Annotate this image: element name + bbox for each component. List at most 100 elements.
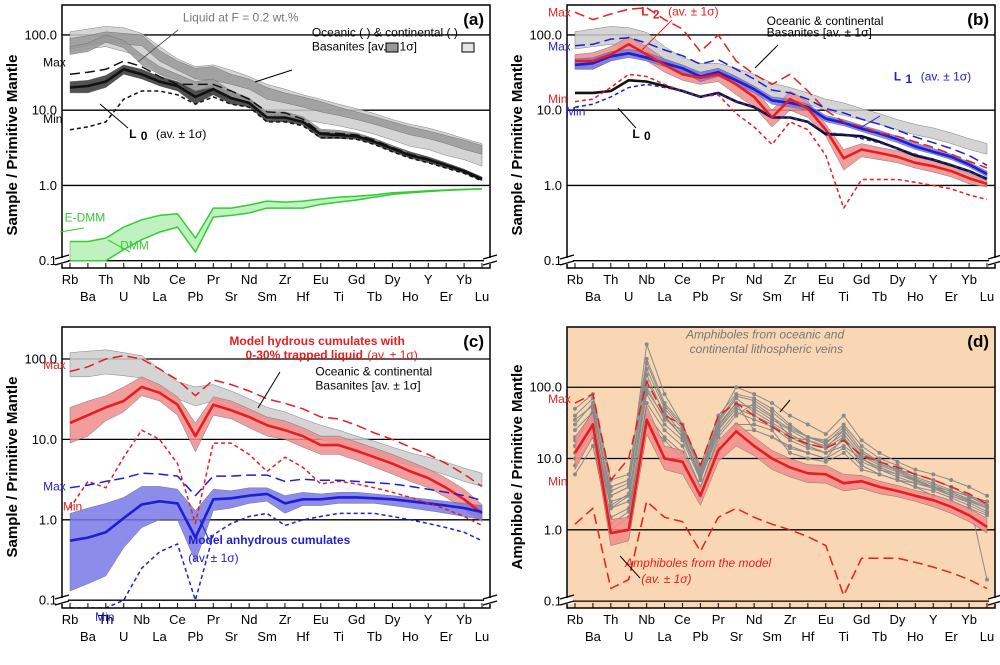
panel-d-amph-point xyxy=(859,463,864,468)
panel-d-amph-point xyxy=(931,472,936,477)
panel-c-xtick-label-Lu: Lu xyxy=(475,629,489,644)
panel-b-band-2 xyxy=(574,48,988,178)
panel-d-amph-point xyxy=(644,388,649,393)
panel-a-band-2 xyxy=(69,64,483,182)
panel-d-amph-point xyxy=(985,493,989,498)
panel-a-annotation-9: DMM xyxy=(120,239,149,253)
connector-basanites-b xyxy=(754,44,779,69)
panel-d-frame xyxy=(566,326,996,609)
panel-d-amph-point xyxy=(787,413,792,418)
panel-d-annotations: Max Min Amphiboles from oceanic andcontine… xyxy=(548,328,844,586)
panel-d-ytick-label: 10.0 xyxy=(537,451,562,466)
panel-c-series-dotted-8 xyxy=(70,512,483,608)
panel-d-amph-point xyxy=(590,443,595,448)
panel-c-axis-break-gap xyxy=(56,598,68,604)
panel-a-xtick-label-Zr: Zr xyxy=(279,272,292,287)
panel-b-xtick-label-Ce: Ce xyxy=(674,272,691,287)
panel-a-axis-break-right xyxy=(482,254,498,266)
panel-d-amph-point xyxy=(805,438,810,443)
panel-b-xtick-label-Ti: Ti xyxy=(839,289,849,304)
panel-b-xtick-label-Nd: Nd xyxy=(746,272,763,287)
panel-b-annotation-11: (av. ± 1σ) xyxy=(921,69,971,83)
panel-d-amph-point xyxy=(841,432,846,437)
panel-d-amph-point xyxy=(734,413,739,418)
panel-d-xtick-label-U: U xyxy=(624,629,633,644)
panel-d-xtick-label-Lu: Lu xyxy=(980,629,994,644)
panel-b-annotation-13: 0 xyxy=(644,129,651,143)
panel-c-series-mean-3 xyxy=(69,385,483,515)
panel-a-series-line-8 xyxy=(70,188,483,243)
panel-c-axis-break-stroke xyxy=(482,594,498,600)
panel-b-annotation-1: Max xyxy=(548,40,571,54)
panel-c-xtick-label-Tb: Tb xyxy=(367,629,382,644)
panel-d-annotation-1: Min xyxy=(548,474,567,488)
connector-amph-model xyxy=(619,555,641,579)
panel-c-annotation-8: Basanites [av. ± 1σ] xyxy=(315,378,420,392)
panel-d-amph-point xyxy=(787,424,792,429)
panel-d-amph-point xyxy=(662,409,667,414)
panel-a-xtick-label-Dy: Dy xyxy=(384,272,400,287)
panel-d-amph-point xyxy=(644,360,649,365)
panel-c-xtick-label-Ti: Ti xyxy=(334,629,344,644)
panel-b-ytick-label: 10.0 xyxy=(537,103,562,118)
panel-d-amph-point xyxy=(949,489,954,494)
panel-d-annotation-2: Amphiboles from oceanic and xyxy=(685,328,844,342)
panel-b-annotation-7: Oceanic & continental xyxy=(767,14,884,28)
panel-d-amph-point xyxy=(877,465,882,470)
panel-c-xtick-label-Nd: Nd xyxy=(241,612,258,627)
panel-d-xtick-label-Sm: Sm xyxy=(762,629,782,644)
panel-d-annotation-3: continental lithospheric veins xyxy=(690,342,843,356)
panel-a-xtick-label-Eu: Eu xyxy=(313,272,329,287)
panel-a-panel-label: (a) xyxy=(463,10,484,29)
panel-c-ytick-label: 1.0 xyxy=(39,512,57,527)
connectors xyxy=(59,19,881,579)
panel-c-xtick-label-Pb: Pb xyxy=(187,629,203,644)
panel-b-xtick-label-Lu: Lu xyxy=(980,289,994,304)
panel-d-amph-point xyxy=(644,342,649,347)
panel-c-xtick-label-Sr: Sr xyxy=(225,629,239,644)
panel-a-y-axis-label: Sample / Primitive Mantle xyxy=(4,55,21,236)
panel-d-amph-point xyxy=(895,477,900,482)
panel-c-ytick-label: 0.1 xyxy=(39,593,57,608)
panel-d-amph-point xyxy=(573,417,577,422)
panel-d-series-amph-3 xyxy=(574,402,988,518)
panel-b-xtick-label-Zr: Zr xyxy=(784,272,797,287)
panel-c-xtick-label-Nb: Nb xyxy=(133,612,150,627)
panel-d-amph-point xyxy=(770,406,775,411)
panel-a-annotation-7: (av. ± 1σ) xyxy=(156,127,206,141)
panel-d-amph-point xyxy=(805,446,810,451)
panel-c-axis-break-left xyxy=(54,594,70,606)
panel-c-annotation-2: Min xyxy=(63,500,82,514)
panel-d-amph-point xyxy=(608,503,613,508)
panel-d-amph-point xyxy=(985,511,989,516)
panel-c-xtick-label-Yb: Yb xyxy=(456,612,472,627)
panel-d-amph-point xyxy=(752,392,757,397)
panel-d-amph-point xyxy=(823,440,828,445)
panel-d-annotation-5: (av. ± 1σ) xyxy=(641,572,691,586)
panel-c-axis-break-gap xyxy=(484,598,496,604)
panel-d-xtick-label-Th: Th xyxy=(603,612,618,627)
panel-a-axis-break-gap xyxy=(56,258,68,264)
panel-a-xtick-label-Th: Th xyxy=(98,272,113,287)
panel-d-xtick-label-Ce: Ce xyxy=(674,612,691,627)
connector-l2 xyxy=(641,19,673,51)
panel-a-annotation-2: Basanites [av. ± 1σ] xyxy=(312,40,417,54)
panel-d-xtick-label-Rb: Rb xyxy=(567,612,584,627)
panel-c-xtick-label-Ce: Ce xyxy=(169,612,186,627)
panel-b-xtick-label-Rb: Rb xyxy=(567,272,584,287)
panel-c-series-dashed-7 xyxy=(69,472,483,502)
connector-l0-a xyxy=(99,103,129,129)
panel-b-axis-break-gap xyxy=(989,258,1000,264)
panel-a-xtick-label-Pb: Pb xyxy=(187,289,203,304)
panel-b-ytick-label: 0.1 xyxy=(544,253,562,268)
panel-d-amph-point xyxy=(752,422,757,427)
panel-d-amph-point xyxy=(877,456,882,461)
panel-d-series-amph-7 xyxy=(574,393,988,513)
panel-d-xtick-label-Tb: Tb xyxy=(872,629,887,644)
panel-a-xtick-label-Rb: Rb xyxy=(62,272,79,287)
panel-c-annotation-10: (av. ± 1σ) xyxy=(188,551,238,565)
panel-d-amph-point xyxy=(573,472,577,477)
panel-d-amph-point xyxy=(877,472,882,477)
